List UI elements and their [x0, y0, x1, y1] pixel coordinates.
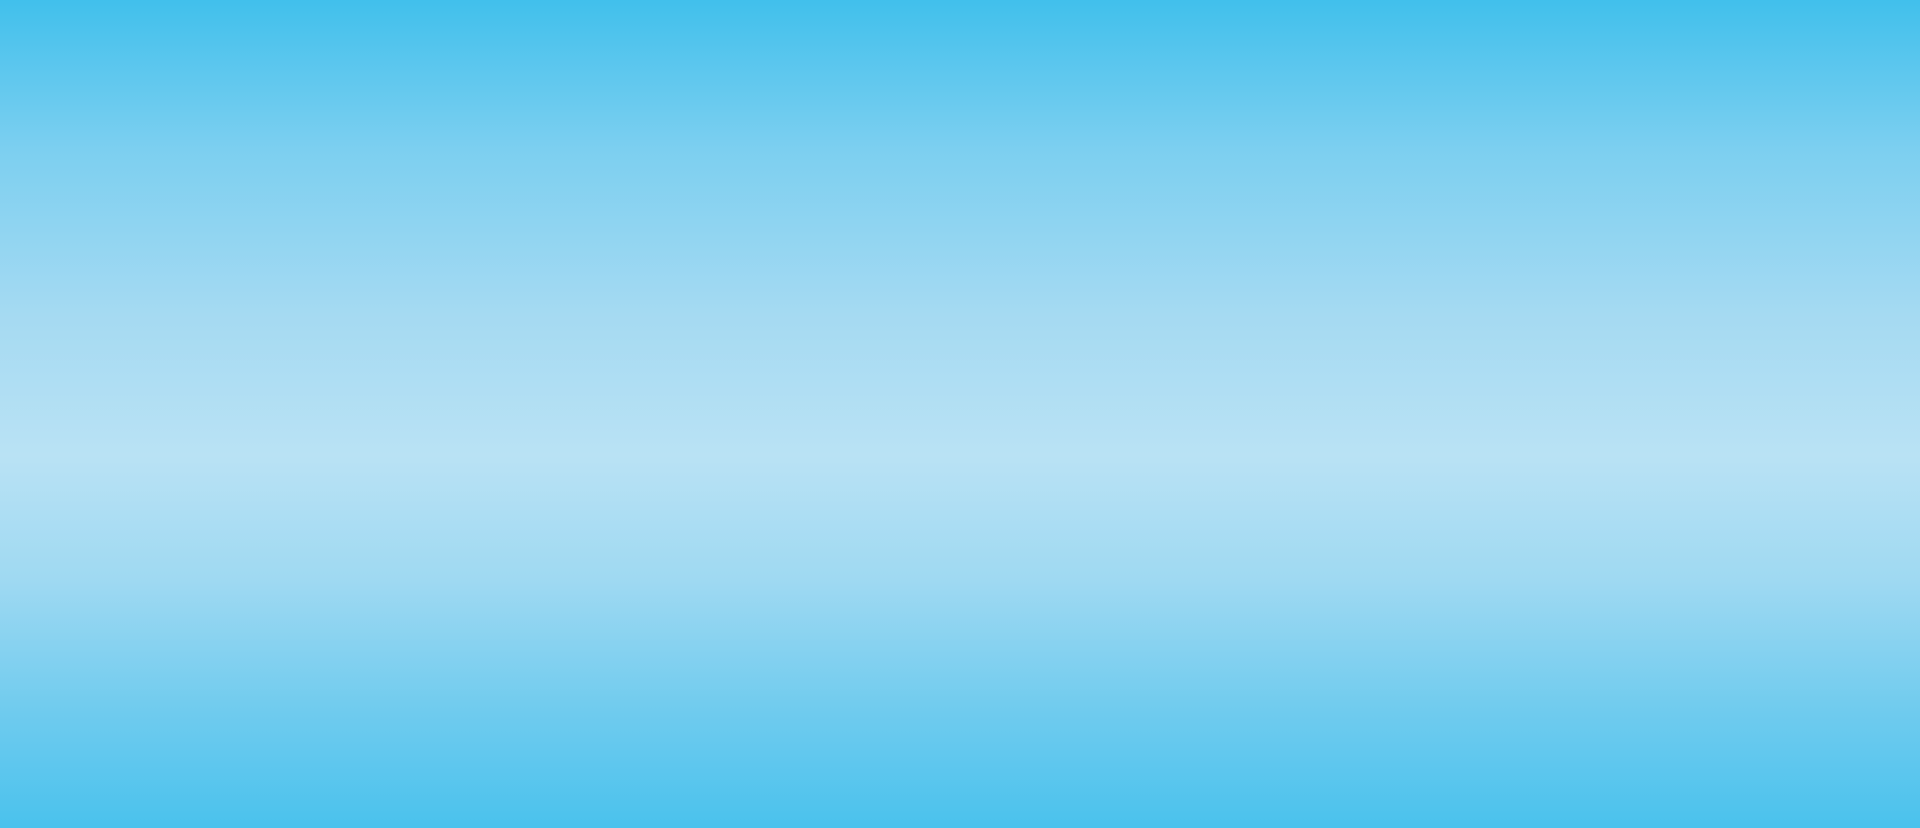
page-subtitle-row: [0, 150, 1920, 168]
